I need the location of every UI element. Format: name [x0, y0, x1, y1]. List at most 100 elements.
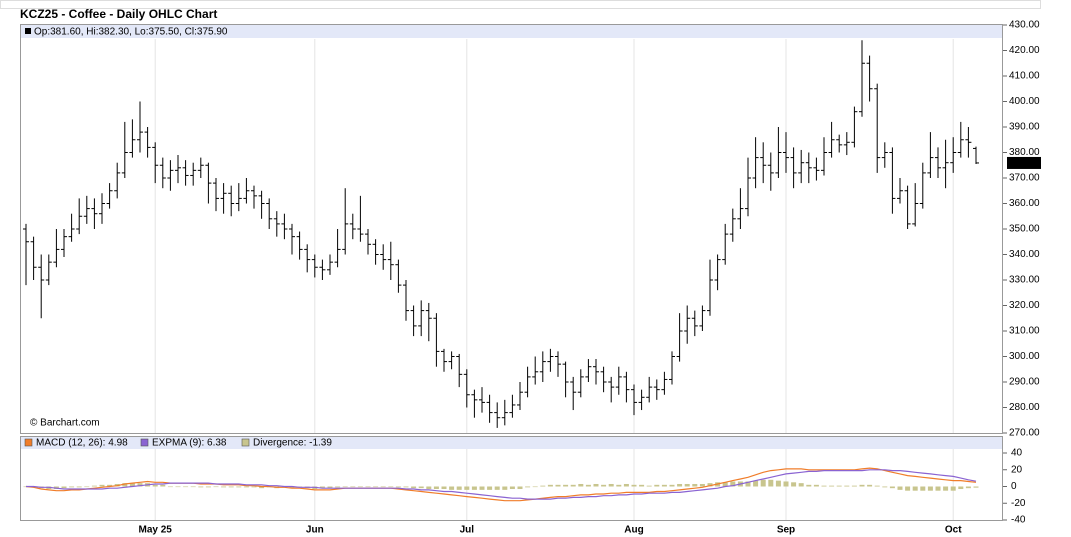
ohlc-bar — [38, 254, 45, 319]
divergence-bar — [433, 486, 439, 490]
ohlc-bar — [927, 132, 934, 178]
ohlc-bar — [205, 162, 212, 204]
price-legend-band — [21, 25, 1002, 38]
ohlc-bar — [805, 152, 812, 184]
divergence-bar — [593, 483, 599, 487]
ohlc-bar — [555, 351, 561, 377]
ohlc-bar — [251, 185, 257, 209]
y-tick-label: 20 — [1011, 464, 1023, 475]
legend-label: Divergence: -1.39 — [253, 438, 332, 449]
ohlc-bar — [737, 188, 744, 229]
ohlc-bar — [273, 211, 280, 237]
divergence-bar — [471, 486, 477, 490]
divergence-bar — [167, 486, 173, 488]
y-tick-label: 300.00 — [1009, 351, 1040, 362]
ohlc-bar — [311, 254, 318, 278]
ohlc-bar — [699, 305, 706, 331]
ohlc-bar — [760, 142, 767, 184]
ohlc-bar — [509, 394, 516, 418]
divergence-bar — [699, 483, 705, 487]
ohlc-bar — [767, 152, 774, 191]
divergence-bar — [677, 483, 683, 487]
ohlc-bar — [912, 183, 919, 227]
ohlc-bar — [745, 157, 751, 217]
source-note: © Barchart.com — [30, 418, 100, 429]
ohlc-bar — [524, 366, 531, 398]
ohlc-header: Op:381.60, Hi:382.30, Lo:375.50, Cl:375.… — [34, 27, 228, 38]
divergence-bar — [783, 481, 789, 487]
ohlc-bar — [471, 389, 478, 418]
ohlc-bar — [691, 310, 698, 337]
ohlc-bar — [213, 178, 219, 212]
divergence-bar — [365, 486, 371, 488]
ohlc-bar — [965, 127, 972, 158]
ohlc-bar — [403, 280, 409, 321]
ohlc-bar — [919, 162, 926, 209]
divergence-bar — [129, 483, 135, 487]
ohlc-bar — [973, 146, 979, 164]
ohlc-bar — [190, 162, 197, 186]
ohlc-bar — [942, 139, 949, 189]
divergence-bar — [851, 485, 857, 487]
divergence-bar — [380, 486, 386, 488]
ohlc-bar — [783, 132, 789, 173]
x-tick-label: Oct — [945, 525, 962, 536]
ohlc-bar — [935, 147, 941, 178]
divergence-bar — [768, 479, 774, 487]
divergence-bar — [205, 486, 211, 488]
divergence-bar — [259, 486, 265, 489]
x-tick-label: Jul — [460, 525, 475, 536]
ohlc-bar — [585, 359, 592, 382]
divergence-bar — [639, 484, 645, 487]
ohlc-bar — [91, 198, 98, 229]
divergence-bar — [669, 484, 675, 487]
ohlc-bar — [714, 254, 721, 291]
divergence-bar — [251, 486, 257, 488]
divergence-bar — [502, 486, 508, 490]
ohlc-bar — [121, 121, 128, 178]
ohlc-bar — [304, 244, 311, 273]
ohlc-bar — [669, 351, 675, 385]
divergence-bar — [821, 485, 827, 487]
ohlc-bar — [729, 208, 736, 242]
ohlc-bar — [114, 162, 121, 199]
ohlc-bar — [372, 239, 379, 265]
ohlc-bar — [562, 361, 569, 398]
x-tick-label: Aug — [624, 525, 643, 536]
ohlc-bar — [30, 236, 37, 280]
divergence-bar — [585, 484, 591, 487]
divergence-bar — [69, 486, 75, 488]
divergence-bar — [152, 484, 158, 487]
ohlc-bar — [418, 300, 425, 337]
ohlc-bar — [638, 389, 645, 411]
ohlc-bar — [479, 387, 485, 413]
divergence-bar — [532, 486, 538, 488]
ohlc-bar — [235, 183, 242, 212]
ohlc-bar — [570, 376, 577, 411]
ohlc-bar — [433, 313, 440, 367]
divergence-bar — [464, 486, 470, 490]
ohlc-bar — [220, 183, 227, 214]
ohlc-bar — [813, 157, 820, 181]
legend-swatch — [241, 438, 250, 447]
ohlc-bar — [99, 193, 105, 224]
ohlc-bar — [334, 229, 341, 268]
ohlc-bar — [798, 149, 805, 184]
last-price-box — [1007, 156, 1041, 169]
y-tick-label: 40 — [1011, 448, 1023, 459]
ohlc-bar — [152, 142, 159, 184]
ohlc-bar — [600, 366, 607, 393]
divergence-bar — [319, 486, 325, 489]
ohlc-bar — [387, 241, 394, 280]
divergence-bar — [897, 486, 903, 490]
ohlc-bar — [167, 160, 174, 191]
divergence-bar — [411, 486, 417, 489]
divergence-bar — [213, 486, 219, 488]
ohlc-bar — [76, 198, 83, 235]
divergence-bar — [631, 484, 637, 487]
ohlc-bar — [623, 371, 630, 403]
divergence-bar — [289, 486, 295, 489]
divergence-bar — [943, 486, 949, 491]
divergence-bar — [61, 486, 67, 489]
ohlc-bar — [593, 359, 599, 385]
